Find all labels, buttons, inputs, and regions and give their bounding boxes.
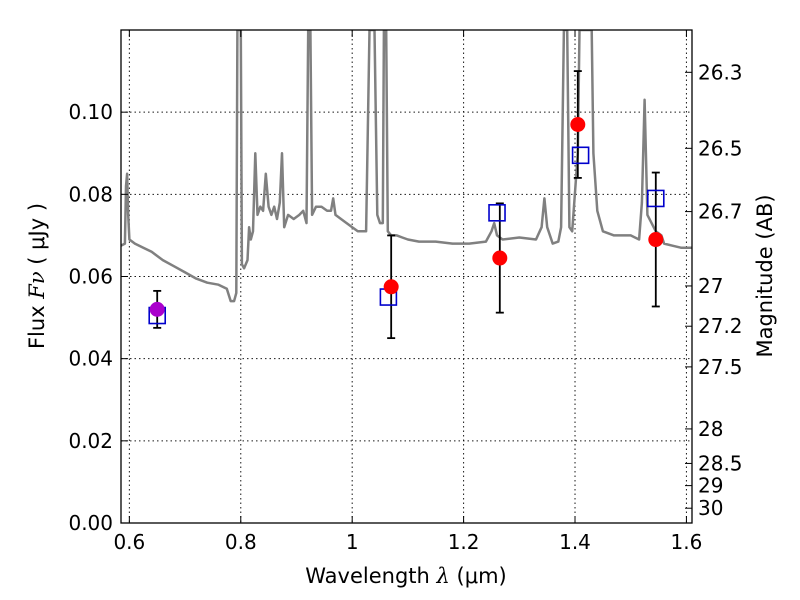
- x-axis-title-open: (: [450, 564, 465, 588]
- y2-tick-label: 27.2: [698, 314, 743, 338]
- model-spectrum-layer: [121, 30, 692, 303]
- y2-tick-label: 28: [698, 417, 723, 441]
- x-axis-title-close: ): [499, 564, 507, 588]
- x-tick-label: 1.2: [448, 530, 480, 554]
- ticks-layer: 0.6 0.8 1 1.2 1.4 1.6 0.00 0.02 0.04 0.06 0.08 0.10…: [68, 30, 743, 554]
- y-axis-title-prefix: Flux: [25, 299, 49, 349]
- y-tick-label: 0.10: [68, 100, 113, 124]
- y2-tick-label: 30: [698, 496, 723, 520]
- y2-tick-label: 29: [698, 474, 723, 498]
- model-point-square: [571, 146, 590, 165]
- model-spectrum-line: [121, 30, 692, 303]
- y2-tick-label: 26.7: [698, 200, 743, 224]
- y-axis-title-symbol: Fν: [25, 271, 49, 300]
- model-point-square: [488, 204, 506, 222]
- y2-tick-label: 27: [698, 274, 723, 298]
- y-tick-label: 0.02: [68, 429, 113, 453]
- observed-points-layer: [149, 116, 664, 317]
- x-tick-label: 1.6: [671, 530, 703, 554]
- y-tick-label: 0.08: [68, 182, 113, 206]
- y-tick-label: 0.00: [68, 511, 113, 535]
- y2-axis-title: Magnitude (AB): [753, 194, 777, 357]
- observed-point: [648, 232, 664, 248]
- y-axis-title-open: (: [25, 250, 49, 272]
- y2-tick-label: 26.3: [698, 60, 743, 84]
- x-axis-title: Wavelength λ (μm): [305, 564, 506, 588]
- y2-tick-label: 27.5: [698, 355, 743, 379]
- y2-tick-label: 28.5: [698, 451, 743, 475]
- y-axis-title-close: ): [25, 203, 49, 218]
- model-point-square: [646, 189, 665, 208]
- y-axis-title-unit: μJy: [25, 218, 49, 250]
- x-axis-title-unit: μm: [465, 564, 499, 588]
- y-tick-label: 0.06: [68, 265, 113, 289]
- x-axis-title-symbol: λ: [436, 564, 450, 588]
- x-tick-label: 0.8: [225, 530, 257, 554]
- x-axis-title-prefix: Wavelength: [305, 564, 436, 588]
- observed-point: [149, 301, 165, 317]
- observed-point: [492, 250, 508, 266]
- x-tick-label: 1.4: [559, 530, 591, 554]
- y-axis-title: Flux Fν ( μJy ): [25, 203, 49, 349]
- observed-point: [383, 279, 399, 295]
- y-tick-label: 0.04: [68, 347, 113, 371]
- x-tick-label: 1: [346, 530, 359, 554]
- observed-point: [570, 116, 586, 132]
- x-tick-label: 0.6: [113, 530, 145, 554]
- y2-tick-label: 26.5: [698, 136, 743, 160]
